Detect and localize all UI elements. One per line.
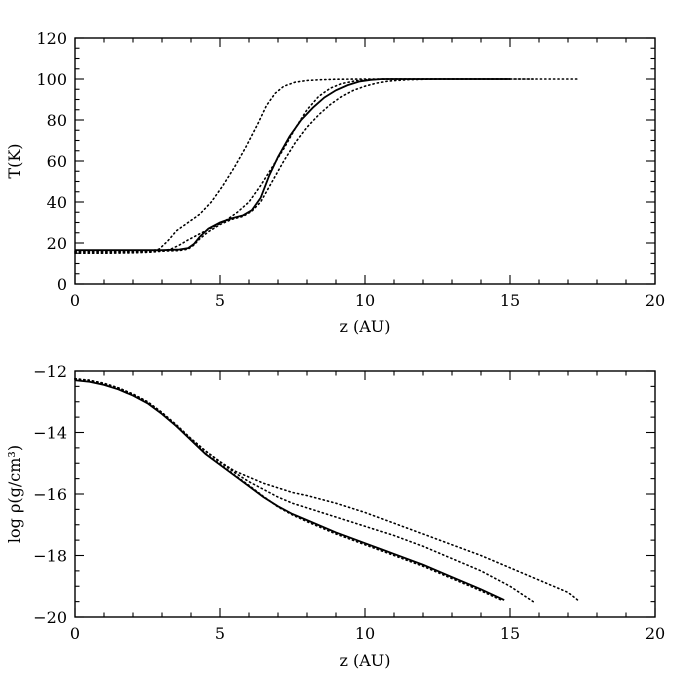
density-panel: 0 5 10 15 20 −20 −18 −16 −14 −12 z (AU) log ρ(g/cm³… xyxy=(5,362,665,670)
y-tick-label: 0 xyxy=(57,275,67,294)
y-tick-label: −14 xyxy=(33,424,67,443)
y-tick-label: 100 xyxy=(36,70,67,89)
x-tick-label: 5 xyxy=(215,291,225,310)
x-tick-label: 5 xyxy=(215,624,225,643)
x-tick-label: 10 xyxy=(355,291,375,310)
dotted-series-line-2 xyxy=(74,78,534,255)
x-tick-label: 15 xyxy=(500,291,520,310)
y-tick-label: 120 xyxy=(36,29,67,48)
dotted-series-line-3 xyxy=(74,378,503,601)
solid-series-line xyxy=(75,78,510,252)
dotted-series-line-1 xyxy=(74,377,581,603)
x-tick-label: 15 xyxy=(500,624,520,643)
y-tick-label: −12 xyxy=(33,362,67,381)
dotted-series-line-1 xyxy=(74,78,581,254)
solid-series-line xyxy=(74,379,505,601)
x-tick-label: 0 xyxy=(70,624,80,643)
y-tick-label: −20 xyxy=(33,608,67,627)
x-axis-label: z (AU) xyxy=(339,651,390,670)
x-tick-label: 0 xyxy=(70,291,80,310)
y-tick-label: −16 xyxy=(33,485,67,504)
plot-frame xyxy=(74,370,656,618)
dotted-series-line-2 xyxy=(74,377,534,603)
y-tick-label: 60 xyxy=(47,152,67,171)
temperature-panel: 0 5 10 15 20 0 20 40 60 80 100 120 z (AU) T(K) xyxy=(5,29,665,336)
y-tick-label: 20 xyxy=(47,234,67,253)
x-tick-label: 20 xyxy=(645,291,665,310)
x-axis-label: z (AU) xyxy=(339,317,390,336)
dotted-series-line-3 xyxy=(74,78,511,252)
y-axis-label: T(K) xyxy=(5,143,24,178)
y-tick-label: −18 xyxy=(33,547,67,566)
y-tick-label: 40 xyxy=(47,193,67,212)
y-tick-label: 80 xyxy=(47,111,67,130)
x-tick-label: 10 xyxy=(355,624,375,643)
x-tick-label: 20 xyxy=(645,624,665,643)
y-axis-label: log ρ(g/cm³) xyxy=(5,445,24,543)
